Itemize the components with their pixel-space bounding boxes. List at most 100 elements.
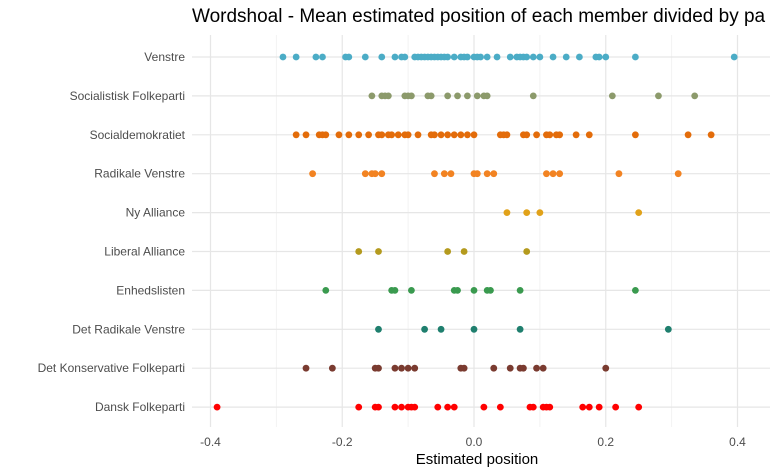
data-point: [539, 364, 547, 372]
category-label: Venstre: [144, 50, 185, 64]
data-point: [437, 325, 445, 333]
data-point: [635, 209, 643, 217]
x-tick-label: 0.0: [466, 435, 483, 449]
x-tick-label: 0.4: [729, 435, 746, 449]
x-tick-label: -0.4: [200, 435, 221, 449]
data-point: [444, 92, 452, 100]
data-point: [345, 53, 353, 61]
category-label: Enhedslisten: [116, 283, 185, 297]
data-point: [361, 170, 369, 178]
data-point: [464, 131, 471, 139]
category-label: Dansk Folkeparti: [95, 400, 185, 414]
data-point: [454, 287, 461, 294]
data-point: [576, 53, 583, 61]
data-point: [473, 170, 481, 178]
data-point: [533, 131, 540, 139]
data-point: [312, 53, 320, 61]
data-point: [322, 131, 330, 139]
data-point: [378, 131, 386, 139]
data-point: [401, 53, 409, 61]
category-label: Radikale Venstre: [94, 167, 185, 181]
data-point: [635, 403, 643, 411]
data-point: [533, 364, 540, 372]
data-point: [391, 403, 399, 411]
x-axis-title: Estimated position: [416, 451, 539, 468]
data-point: [440, 170, 448, 178]
data-point: [536, 209, 544, 217]
data-point: [470, 287, 478, 294]
data-point: [388, 131, 396, 139]
data-point: [279, 53, 287, 61]
x-tick-label: -0.2: [332, 435, 353, 449]
data-point: [378, 170, 386, 178]
data-point: [457, 131, 465, 139]
data-point: [355, 403, 363, 411]
data-point: [556, 131, 564, 139]
data-point: [408, 287, 415, 294]
data-point: [384, 92, 392, 100]
data-point: [378, 53, 386, 61]
data-point: [523, 248, 531, 255]
data-point: [355, 248, 363, 255]
data-point: [523, 209, 531, 217]
data-point: [460, 364, 468, 372]
data-point: [490, 364, 498, 372]
data-point: [411, 403, 419, 411]
data-point: [691, 92, 699, 100]
data-point: [483, 170, 491, 178]
category-labels: Venstre Socialistisk Folkeparti Socialdemo…: [38, 50, 186, 414]
data-point: [477, 53, 484, 61]
data-point: [615, 170, 623, 178]
data-point: [368, 92, 376, 100]
data-point: [391, 364, 399, 372]
data-point: [536, 53, 544, 61]
data-point: [444, 403, 452, 411]
data-point: [684, 131, 692, 139]
data-point: [292, 131, 300, 139]
data-point: [302, 131, 310, 139]
data-point: [503, 209, 511, 217]
data-point: [394, 131, 402, 139]
data-point: [375, 364, 382, 372]
data-point: [335, 131, 343, 139]
x-tick-label: 0.2: [597, 435, 614, 449]
data-point: [487, 287, 494, 294]
data-point: [302, 364, 310, 372]
data-point: [516, 287, 524, 294]
data-point: [585, 131, 593, 139]
data-point: [375, 325, 382, 333]
data-point: [437, 131, 445, 139]
data-point: [562, 53, 570, 61]
data-point: [543, 170, 550, 178]
data-point: [470, 131, 478, 139]
data-point: [595, 403, 603, 411]
data-point: [375, 403, 382, 411]
data-point: [450, 403, 458, 411]
data-points: [213, 53, 738, 411]
data-point: [585, 403, 593, 411]
data-point: [579, 403, 587, 411]
data-point: [664, 325, 672, 333]
data-point: [434, 403, 442, 411]
data-point: [490, 170, 498, 178]
data-point: [355, 131, 363, 139]
data-point: [602, 53, 610, 61]
data-point: [319, 53, 326, 61]
data-point: [631, 287, 639, 294]
data-point: [523, 131, 531, 139]
data-point: [444, 131, 452, 139]
data-point: [444, 248, 452, 255]
data-point: [464, 92, 471, 100]
data-point: [549, 170, 557, 178]
data-point: [398, 403, 405, 411]
data-point: [506, 53, 514, 61]
category-label: Socialdemokratiet: [90, 128, 186, 142]
data-point: [361, 53, 369, 61]
data-point: [322, 287, 330, 294]
data-point: [602, 364, 610, 372]
data-point: [674, 170, 682, 178]
data-point: [483, 92, 491, 100]
data-point: [730, 53, 738, 61]
grid: [192, 35, 770, 427]
data-point: [595, 53, 603, 61]
